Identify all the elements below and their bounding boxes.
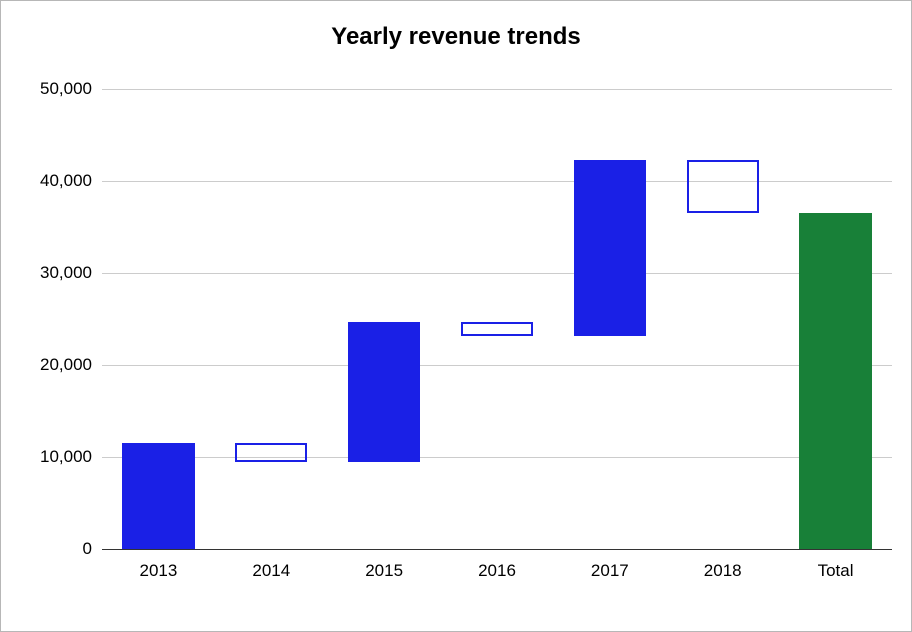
y-tick-label: 30,000	[40, 263, 102, 283]
waterfall-bar	[348, 322, 420, 462]
x-tick-label: 2014	[252, 549, 290, 581]
gridline	[102, 457, 892, 458]
waterfall-bar	[122, 443, 194, 549]
plot-area: 010,00020,00030,00040,00050,000201320142…	[102, 89, 892, 549]
gridline	[102, 89, 892, 90]
chart-title: Yearly revenue trends	[1, 23, 911, 51]
waterfall-bar	[574, 160, 646, 337]
gridline	[102, 273, 892, 274]
gridline	[102, 181, 892, 182]
waterfall-bar	[235, 443, 307, 461]
waterfall-bar	[799, 213, 871, 549]
x-tick-label: Total	[818, 549, 854, 581]
x-tick-label: 2013	[140, 549, 178, 581]
y-tick-label: 10,000	[40, 447, 102, 467]
waterfall-bar	[687, 160, 759, 213]
x-tick-label: 2015	[365, 549, 403, 581]
chart-frame: Yearly revenue trends 010,00020,00030,00…	[0, 0, 912, 632]
y-tick-label: 40,000	[40, 171, 102, 191]
waterfall-bar	[461, 322, 533, 337]
gridline	[102, 365, 892, 366]
x-tick-label: 2016	[478, 549, 516, 581]
x-tick-label: 2018	[704, 549, 742, 581]
y-tick-label: 50,000	[40, 79, 102, 99]
y-tick-label: 20,000	[40, 355, 102, 375]
y-tick-label: 0	[83, 539, 102, 559]
x-tick-label: 2017	[591, 549, 629, 581]
